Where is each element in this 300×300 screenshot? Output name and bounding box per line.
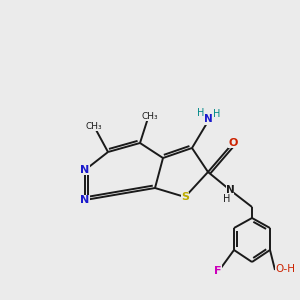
Text: O: O	[228, 138, 238, 148]
Text: H: H	[213, 109, 220, 119]
Text: H: H	[223, 194, 231, 204]
Text: CH₃: CH₃	[141, 112, 158, 121]
Text: O-H: O-H	[275, 263, 296, 274]
Text: F: F	[214, 266, 222, 275]
Text: H: H	[197, 109, 205, 118]
Text: S: S	[181, 192, 189, 202]
Text: N: N	[80, 195, 90, 205]
Text: N: N	[80, 165, 90, 175]
Text: CH₃: CH₃	[85, 122, 102, 131]
Text: N: N	[226, 185, 234, 195]
Text: N: N	[204, 115, 213, 124]
